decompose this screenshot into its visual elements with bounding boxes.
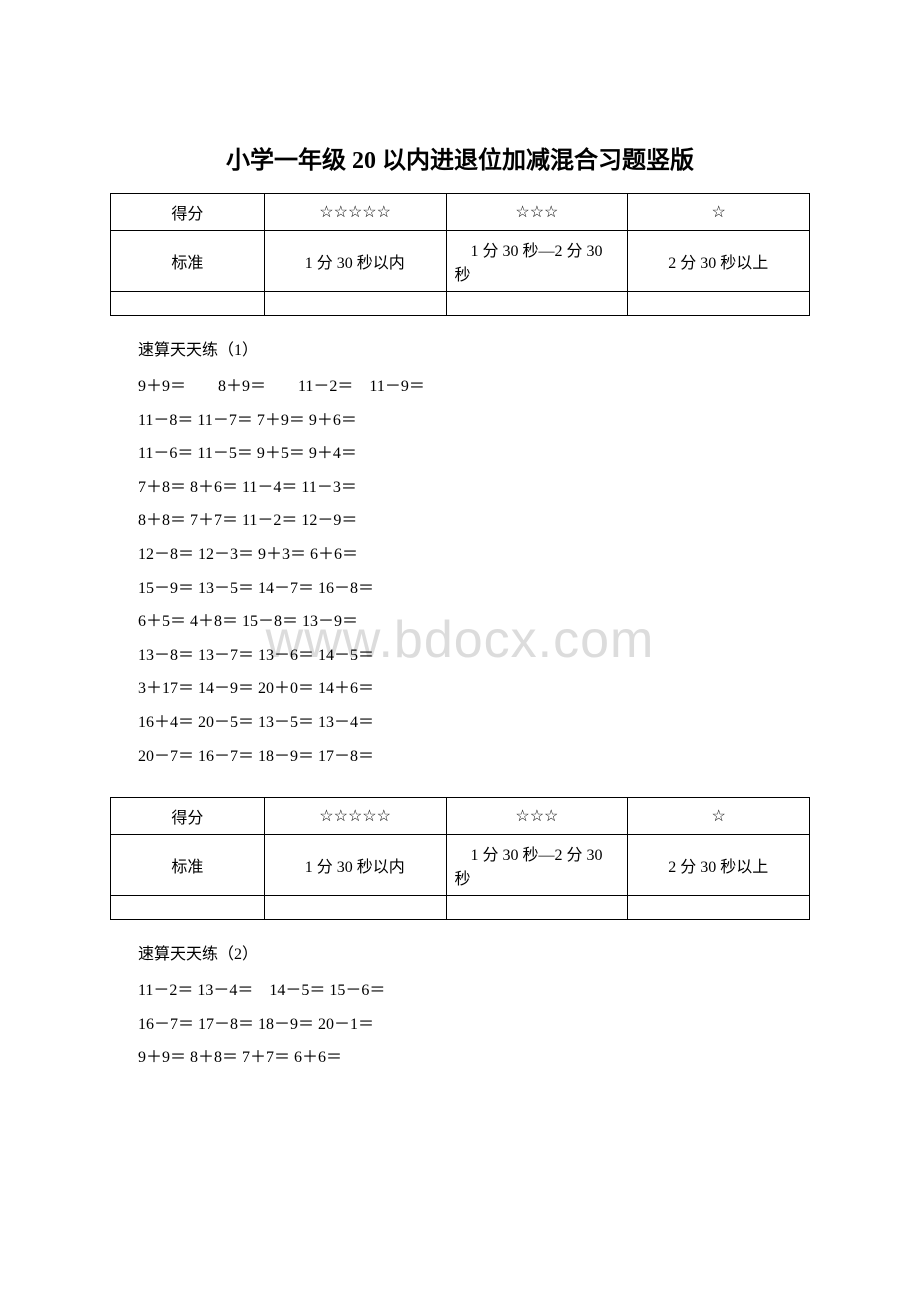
table-cell-time-2: 1 分 30 秒—2 分 30 秒: [446, 231, 628, 292]
problems-block-1: 9＋9＝ 8＋9＝ 11－2＝ 11－9＝ 11－8＝ 11－7＝ 7＋9＝ 9…: [138, 370, 810, 773]
table-cell-empty: [628, 896, 810, 920]
table-cell-stars-3: ☆☆☆: [446, 798, 628, 835]
grade-table-2: 得分 ☆☆☆☆☆ ☆☆☆ ☆ 标准 1 分 30 秒以内 1 分 30 秒—2 …: [110, 797, 810, 920]
table-cell-time-2: 1 分 30 秒—2 分 30 秒: [446, 835, 628, 896]
problem-line: 11－8＝ 11－7＝ 7＋9＝ 9＋6＝: [138, 404, 810, 438]
problem-line: 9＋9＝ 8＋8＝ 7＋7＝ 6＋6＝: [138, 1041, 810, 1075]
problem-line: 11－6＝ 11－5＝ 9＋5＝ 9＋4＝: [138, 437, 810, 471]
table-cell-stars-3: ☆☆☆: [446, 194, 628, 231]
problem-line: 15－9＝ 13－5＝ 14－7＝ 16－8＝: [138, 572, 810, 606]
table-cell-time-3: 2 分 30 秒以上: [628, 835, 810, 896]
problem-line: 20－7＝ 16－7＝ 18－9＝ 17－8＝: [138, 740, 810, 774]
section-label-2: 速算天天练（2）: [138, 940, 810, 964]
page-title: 小学一年级 20 以内进退位加减混合习题竖版: [110, 140, 810, 175]
table-cell-time-1: 1 分 30 秒以内: [264, 835, 446, 896]
table-cell-empty: [111, 896, 265, 920]
problem-line: 8＋8＝ 7＋7＝ 11－2＝ 12－9＝: [138, 504, 810, 538]
problem-line: 9＋9＝ 8＋9＝ 11－2＝ 11－9＝: [138, 370, 810, 404]
problems-block-2: 11－2＝ 13－4＝ 14－5＝ 15－6＝ 16－7＝ 17－8＝ 18－9…: [138, 974, 810, 1075]
table-cell-empty: [111, 292, 265, 316]
table-cell-stars-1: ☆: [628, 798, 810, 835]
problem-line: 16＋4＝ 20－5＝ 13－5＝ 13－4＝: [138, 706, 810, 740]
problem-line: 11－2＝ 13－4＝ 14－5＝ 15－6＝: [138, 974, 810, 1008]
table-cell-score-label: 得分: [111, 194, 265, 231]
table-cell-stars-5: ☆☆☆☆☆: [264, 194, 446, 231]
table-cell-empty: [264, 292, 446, 316]
problem-line: 3＋17＝ 14－9＝ 20＋0＝ 14＋6＝: [138, 672, 810, 706]
table-cell-standard-label: 标准: [111, 231, 265, 292]
table-cell-empty: [446, 896, 628, 920]
problem-line: 12－8＝ 12－3＝ 9＋3＝ 6＋6＝: [138, 538, 810, 572]
table-cell-score-label: 得分: [111, 798, 265, 835]
problem-line: 7＋8＝ 8＋6＝ 11－4＝ 11－3＝: [138, 471, 810, 505]
table-cell-empty: [446, 292, 628, 316]
table-cell-empty: [628, 292, 810, 316]
table-cell-stars-5: ☆☆☆☆☆: [264, 798, 446, 835]
problem-line: 6＋5＝ 4＋8＝ 15－8＝ 13－9＝: [138, 605, 810, 639]
table-cell-empty: [264, 896, 446, 920]
problem-line: 13－8＝ 13－7＝ 13－6＝ 14－5＝: [138, 639, 810, 673]
table-cell-standard-label: 标准: [111, 835, 265, 896]
content-wrapper: 小学一年级 20 以内进退位加减混合习题竖版 得分 ☆☆☆☆☆ ☆☆☆ ☆ 标准…: [110, 140, 810, 1075]
table-cell-time-1: 1 分 30 秒以内: [264, 231, 446, 292]
table-cell-stars-1: ☆: [628, 194, 810, 231]
section-label-1: 速算天天练（1）: [138, 336, 810, 360]
table-cell-time-3: 2 分 30 秒以上: [628, 231, 810, 292]
problem-line: 16－7＝ 17－8＝ 18－9＝ 20－1＝: [138, 1008, 810, 1042]
grade-table-1: 得分 ☆☆☆☆☆ ☆☆☆ ☆ 标准 1 分 30 秒以内 1 分 30 秒—2 …: [110, 193, 810, 316]
